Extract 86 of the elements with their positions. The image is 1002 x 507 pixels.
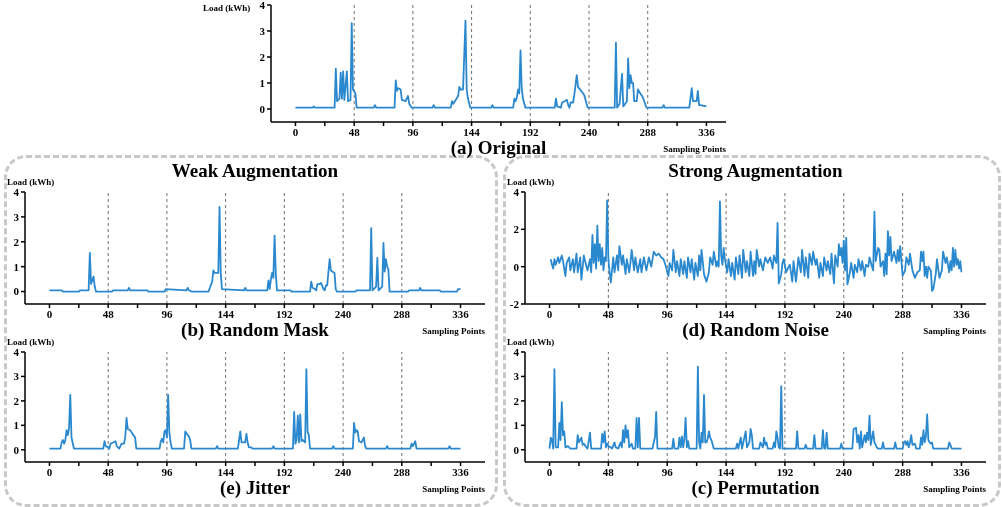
x-tick-label: 336 [953,465,971,478]
x-tick-label: 48 [102,465,115,478]
line-series [549,199,963,292]
y-tick-label: 0 [259,102,266,115]
x-tick-label: 48 [348,125,361,138]
x-tick-label: 288 [393,307,411,320]
x-tick-label: 192 [276,307,294,320]
x-tick-label: 336 [452,465,470,478]
x-tick-label: 96 [161,465,173,478]
x-axis-title: Sampling Points [421,484,485,494]
y-tick-label: -2 [509,297,520,310]
x-tick-label: 144 [217,307,235,320]
x-tick-label: 192 [776,307,794,320]
y-tick-label: 0 [513,443,520,456]
x-axis-title: Sampling Points [662,144,726,154]
line-series [294,19,708,109]
x-tick-label: 288 [639,125,657,138]
x-tick-label: 48 [602,465,615,478]
y-tick-label: 1 [13,419,19,432]
y-tick-label: 3 [259,24,266,37]
x-tick-label: 240 [334,465,352,478]
y-tick-label: 1 [259,76,265,89]
y-tick-label: 4 [13,185,20,198]
y-tick-label: 2 [259,50,266,63]
y-tick-label: 4 [513,185,520,198]
y-tick-label: 3 [13,210,20,223]
x-axis-title: Sampling Points [922,484,986,494]
x-tick-label: 240 [835,307,853,320]
y-tick-label: 3 [513,370,520,383]
x-tick-label: 192 [522,125,540,138]
x-tick-label: 0 [46,465,53,478]
text: Strong Augmentation [668,160,843,181]
x-tick-label: 288 [393,465,411,478]
x-tick-label: 0 [546,307,553,320]
x-tick-label: 96 [407,125,419,138]
x-tick-label: 240 [835,465,853,478]
x-tick-label: 48 [602,307,615,320]
y-axis-title: Load (kWh) [203,3,251,13]
x-tick-label: 240 [334,307,352,320]
y-tick-label: 4 [259,0,266,11]
text: (b) Random Mask [181,319,329,340]
text: (c) Permutation [691,477,820,498]
x-tick-label: 0 [46,307,53,320]
text: (d) Random Noise [682,319,829,340]
x-tick-label: 288 [894,307,912,320]
x-tick-label: 192 [776,465,794,478]
x-tick-label: 144 [463,125,481,138]
x-tick-label: 336 [698,125,716,138]
text: (a) Original [450,137,547,158]
text: Weak Augmentation [171,160,339,181]
y-axis-title: Load (kWh) [7,177,55,187]
text: (e) Jitter [219,477,291,498]
y-tick-label: 1 [13,260,19,273]
x-tick-label: 240 [580,125,598,138]
y-tick-label: 0 [13,285,20,298]
x-tick-label: 96 [661,307,674,320]
x-tick-label: 48 [102,307,115,320]
x-tick-label: 336 [953,307,971,320]
y-tick-label: 2 [13,394,20,407]
y-tick-label: 2 [13,235,20,248]
x-tick-label: 0 [546,465,553,478]
x-axis-title: Sampling Points [421,326,485,336]
y-tick-label: 2 [513,223,520,236]
y-tick-label: 3 [13,370,20,383]
x-tick-label: 288 [894,465,912,478]
y-tick-label: 4 [513,345,520,358]
y-axis-title: Load (kWh) [507,177,555,187]
y-tick-label: 0 [13,443,20,456]
y-tick-label: 1 [513,419,519,432]
x-axis-title: Sampling Points [922,326,986,336]
line-series [48,368,462,450]
x-tick-label: 144 [217,465,235,478]
x-tick-label: 96 [161,307,173,320]
y-axis-title: Load (kWh) [507,337,555,347]
x-tick-label: 144 [717,465,735,478]
x-tick-label: 144 [717,307,735,320]
x-tick-label: 0 [292,125,299,138]
y-tick-label: 2 [513,394,520,407]
x-tick-label: 96 [661,465,674,478]
x-tick-label: 192 [276,465,294,478]
y-tick-label: 4 [13,345,20,358]
y-axis-title: Load (kWh) [7,337,55,347]
line-series [548,365,963,450]
line-series [48,206,462,293]
x-tick-label: 336 [452,307,470,320]
y-tick-label: 0 [513,260,520,273]
